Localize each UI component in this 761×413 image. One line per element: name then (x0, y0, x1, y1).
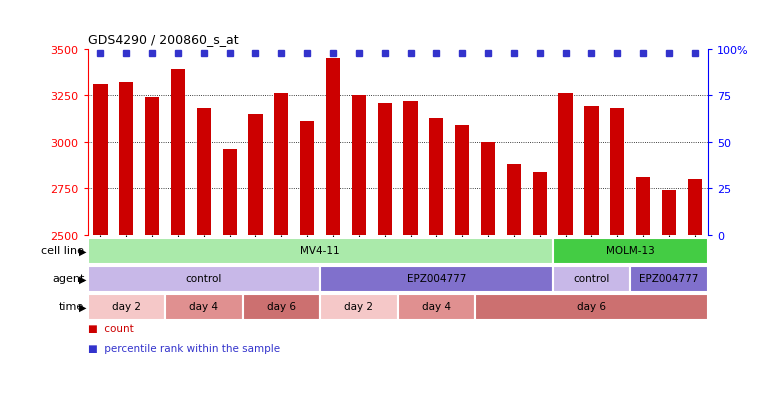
Text: EPZ004777: EPZ004777 (406, 274, 466, 284)
Text: GDS4290 / 200860_s_at: GDS4290 / 200860_s_at (88, 33, 238, 45)
Text: day 2: day 2 (345, 302, 374, 312)
Text: ▶: ▶ (79, 302, 87, 312)
Text: MV4-11: MV4-11 (301, 246, 340, 256)
Bar (300, 122, 314, 235)
Text: day 4: day 4 (189, 302, 218, 312)
Text: control: control (186, 274, 222, 284)
Bar (326, 59, 340, 235)
Bar (171, 70, 185, 235)
Bar (243, 294, 320, 320)
Bar (552, 238, 708, 264)
Bar (481, 142, 495, 235)
Text: ■  percentile rank within the sample: ■ percentile rank within the sample (88, 343, 279, 353)
Bar (552, 266, 630, 292)
Bar (662, 191, 676, 235)
Text: ■  count: ■ count (88, 323, 133, 333)
Text: day 4: day 4 (422, 302, 451, 312)
Bar (403, 102, 418, 235)
Text: cell line: cell line (41, 246, 84, 256)
Bar (507, 165, 521, 235)
Bar (88, 238, 552, 264)
Bar (533, 172, 547, 235)
Text: agent: agent (52, 274, 84, 284)
Text: time: time (59, 302, 84, 312)
Bar (610, 109, 624, 235)
Bar (397, 294, 475, 320)
Text: ▶: ▶ (79, 246, 87, 256)
Bar (196, 109, 211, 235)
Text: EPZ004777: EPZ004777 (639, 274, 699, 284)
Bar (688, 180, 702, 235)
Bar (584, 107, 599, 235)
Bar (145, 98, 159, 235)
Bar (559, 94, 573, 235)
Bar (630, 266, 708, 292)
Bar (222, 150, 237, 235)
Bar (165, 294, 243, 320)
Bar (475, 294, 708, 320)
Bar (94, 85, 107, 235)
Bar (119, 83, 133, 235)
Bar (429, 119, 444, 235)
Bar (88, 266, 320, 292)
Bar (88, 294, 165, 320)
Bar (274, 94, 288, 235)
Text: control: control (573, 274, 610, 284)
Bar (352, 96, 366, 235)
Text: day 2: day 2 (112, 302, 141, 312)
Text: day 6: day 6 (577, 302, 606, 312)
Bar (248, 115, 263, 235)
Bar (455, 126, 470, 235)
Bar (320, 266, 552, 292)
Text: ▶: ▶ (79, 274, 87, 284)
Bar (320, 294, 398, 320)
Bar (636, 178, 650, 235)
Text: day 6: day 6 (267, 302, 296, 312)
Bar (377, 104, 392, 235)
Text: MOLM-13: MOLM-13 (606, 246, 654, 256)
